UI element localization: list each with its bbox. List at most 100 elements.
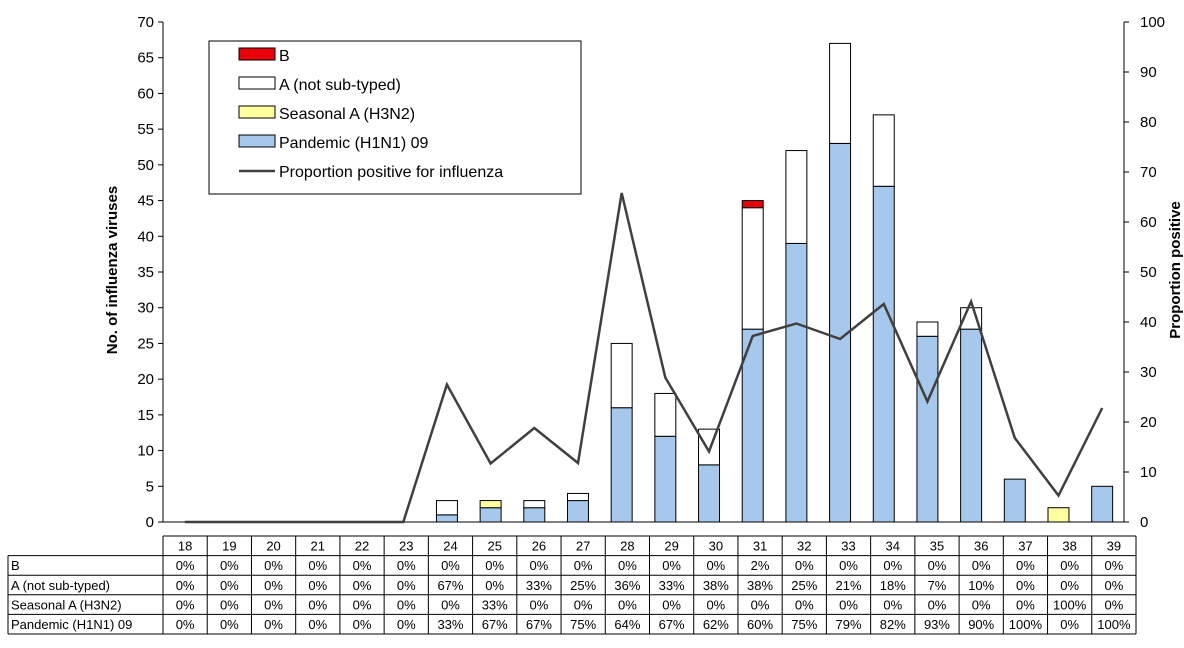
table-header-cell: 39 [1107,539,1121,554]
bar-pandemic-h1n1-09 [654,435,677,523]
table-cell: 0% [308,597,327,612]
y-tick-label-left: 10 [137,443,154,460]
table-cell: 67% [437,578,463,593]
table-cell: 0% [353,597,372,612]
table-cell: 0% [485,558,504,573]
y-axis-label-right: Proportion positive [1167,201,1184,339]
y-tick-label-left: 65 [137,50,154,67]
table-header-cell: 19 [222,539,236,554]
table-row-label: Seasonal A (H3N2) [11,597,122,612]
table-cell: 38% [747,578,773,593]
legend-swatch [238,76,276,90]
bar-a-not-sub-typed- [916,321,939,337]
y-tick-label-left: 0 [146,514,154,531]
table-cell: 0% [574,558,593,573]
table-header-cell: 30 [709,539,723,554]
table-row-label: A (not sub-typed) [11,578,110,593]
table-cell: 0% [397,558,416,573]
line-layer [184,192,1104,524]
legend: B A (not sub-typed) Seasonal A (H3N2) Pande… [208,40,582,195]
y-tick-label-left: 45 [137,193,154,210]
table-cell: 75% [791,617,817,632]
y-tick-label-right: 70 [1140,164,1157,181]
y-tick-label-left: 35 [137,264,154,281]
table-cell: 0% [397,578,416,593]
table-cell: 0% [928,558,947,573]
table-cell: 0% [706,597,725,612]
bar-pandemic-h1n1-09 [698,464,721,523]
y-tick-label-left: 25 [137,335,154,352]
y-tick-label-right: 60 [1140,214,1157,231]
table-cell: 0% [485,578,504,593]
table-header-cell: 31 [753,539,767,554]
y-tick-label-right: 10 [1140,464,1157,481]
table-cell: 0% [1060,558,1079,573]
table-row-label: B [11,558,20,573]
bar-a-not-sub-typed- [785,150,808,244]
table-cell: 0% [353,617,372,632]
y-tick-label-right: 50 [1140,264,1157,281]
table-cell: 33% [526,578,552,593]
table-cell: 0% [264,578,283,593]
table-cell: 0% [176,578,195,593]
table-cell: 0% [353,578,372,593]
table-cell: 38% [703,578,729,593]
table-cell: 0% [264,617,283,632]
table-cell: 0% [883,558,902,573]
data-table: 18 19 20 21 22 23 24 25 26 27 28 29 30 31 32 33 34 35 36 37… [7,535,1137,635]
table-header-cell: 25 [487,539,501,554]
table-cell: 21% [836,578,862,593]
proportion-positive-line [184,192,1104,524]
table-cell: 2% [751,558,770,573]
legend-label: Pandemic (H1N1) 09 [279,135,429,152]
table-cell: 0% [308,558,327,573]
bar-a-not-sub-typed- [435,500,458,516]
table-cell: 0% [1016,578,1035,593]
table-cell: 67% [526,617,552,632]
bar-pandemic-h1n1-09 [960,328,983,523]
table-cell: 0% [1104,597,1123,612]
bar-seasonal-a-h3n2- [479,500,502,509]
table-header-cell: 35 [930,539,944,554]
table-cell: 0% [1104,578,1123,593]
table-header-cell: 32 [797,539,811,554]
table-cell: 7% [928,578,947,593]
table-header-cell: 18 [178,539,192,554]
legend-swatch [238,105,276,119]
y-tick-label-left: 70 [137,14,154,31]
table-cell: 0% [706,558,725,573]
table-header-cell: 29 [664,539,678,554]
table-cell: 0% [751,597,770,612]
table-cell: 0% [397,597,416,612]
table-header-cell: 38 [1062,539,1076,554]
table-cell: 33% [437,617,463,632]
table-cell: 0% [972,597,991,612]
y-tick-label-left: 5 [146,478,154,495]
legend-swatch [238,134,276,148]
y-tick-label-left: 30 [137,300,154,317]
table-cell: 0% [618,558,637,573]
table-cell: 0% [530,558,549,573]
bars-layer [435,42,1114,523]
table-cell: 0% [972,558,991,573]
bar-seasonal-a-h3n2- [1047,507,1070,523]
y-tick-label-right: 20 [1140,414,1157,431]
legend-label: B [279,48,290,65]
table-cell: 90% [968,617,994,632]
bar-pandemic-h1n1-09 [785,242,808,523]
bar-a-not-sub-typed- [654,392,677,437]
table-cell: 0% [1104,558,1123,573]
bar-a-not-sub-typed- [872,114,895,187]
y-tick-label-right: 100 [1140,14,1165,31]
table-cell: 0% [1016,558,1035,573]
table-header-cell: 28 [620,539,634,554]
table-cell: 75% [570,617,596,632]
y-tick-label-left: 40 [137,228,154,245]
table-header-cell: 37 [1018,539,1032,554]
y-tick-label-left: 60 [137,85,154,102]
table-cell: 18% [880,578,906,593]
table-cell: 0% [176,597,195,612]
table-cell: 62% [703,617,729,632]
table-cell: 0% [441,597,460,612]
